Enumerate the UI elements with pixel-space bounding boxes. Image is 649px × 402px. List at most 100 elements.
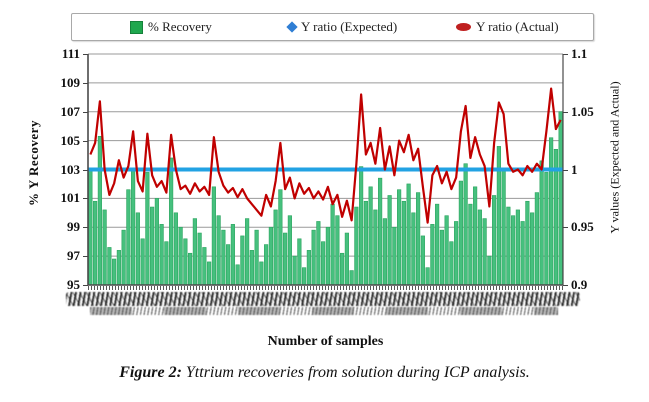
left-axis-tick-label: 103 bbox=[60, 161, 81, 177]
recovery-bar bbox=[221, 229, 226, 286]
recovery-bar bbox=[264, 244, 269, 286]
chart-legend: % Recovery Y ratio (Expected) Y ratio (A… bbox=[71, 13, 594, 41]
recovery-bar bbox=[368, 186, 373, 286]
recovery-bar bbox=[496, 146, 501, 286]
recovery-bar bbox=[382, 218, 387, 286]
recovery-bar bbox=[430, 224, 435, 286]
recovery-bar bbox=[88, 170, 93, 286]
recovery-bar bbox=[164, 241, 169, 286]
left-tick-mark bbox=[83, 111, 88, 113]
recovery-bar bbox=[121, 229, 126, 286]
right-tick-mark bbox=[563, 54, 568, 55]
recovery-bar bbox=[544, 172, 549, 286]
recovery-bar bbox=[359, 166, 364, 286]
left-tick-mark bbox=[83, 82, 88, 84]
recovery-bar bbox=[511, 215, 516, 286]
recovery-bar bbox=[492, 195, 497, 286]
right-axis-tick-label: 1.05 bbox=[571, 103, 594, 119]
recovery-bar bbox=[283, 232, 288, 286]
recovery-bar bbox=[363, 200, 368, 286]
recovery-bar bbox=[197, 232, 202, 286]
right-axis-tick-label: 0.9 bbox=[571, 277, 588, 292]
x-axis-title: Number of samples bbox=[267, 334, 384, 349]
recovery-bar bbox=[150, 206, 155, 286]
recovery-bar bbox=[349, 270, 354, 286]
recovery-bar bbox=[406, 183, 411, 286]
right-tick-mark bbox=[563, 227, 568, 229]
recovery-bar bbox=[287, 215, 292, 286]
recovery-bar bbox=[458, 180, 463, 286]
recovery-bar bbox=[558, 111, 563, 286]
left-axis-tick-label: 105 bbox=[60, 132, 81, 148]
recovery-bar bbox=[131, 170, 136, 286]
recovery-bar bbox=[420, 235, 425, 286]
recovery-bar bbox=[188, 252, 193, 286]
recovery-bar bbox=[249, 250, 254, 286]
recovery-bar bbox=[159, 224, 164, 286]
recovery-bar bbox=[520, 221, 525, 286]
recovery-bar bbox=[192, 218, 197, 286]
left-tick-mark bbox=[83, 256, 88, 258]
recovery-bar bbox=[325, 226, 330, 286]
recovery-bar bbox=[416, 192, 421, 286]
recovery-bar bbox=[102, 209, 107, 286]
recovery-bar bbox=[311, 229, 316, 286]
recovery-bar bbox=[135, 212, 140, 286]
recovery-bar bbox=[292, 255, 297, 286]
recovery-bar bbox=[145, 172, 150, 286]
recovery-bar bbox=[411, 212, 416, 286]
recovery-bar bbox=[216, 215, 221, 286]
left-axis-tick-label: 95 bbox=[67, 277, 80, 292]
recovery-bar bbox=[501, 169, 506, 286]
x-tick-labels-illegible-2 bbox=[90, 307, 558, 315]
bar-series-marker-icon bbox=[130, 20, 143, 34]
recovery-bar bbox=[397, 189, 402, 286]
recovery-bar bbox=[112, 258, 117, 286]
recovery-bar bbox=[93, 200, 98, 286]
recovery-bar bbox=[444, 215, 449, 286]
recovery-bar bbox=[97, 135, 102, 286]
left-tick-mark bbox=[83, 140, 88, 142]
legend-label: % Recovery bbox=[148, 19, 212, 34]
recovery-bar bbox=[273, 209, 278, 286]
left-axis-title: % Y Recovery bbox=[26, 120, 41, 206]
recovery-bar bbox=[183, 238, 188, 286]
recovery-bar bbox=[126, 189, 131, 286]
recovery-bar bbox=[245, 218, 250, 286]
left-axis-tick-label: 101 bbox=[60, 190, 81, 206]
recovery-bar bbox=[354, 206, 359, 286]
left-tick-mark bbox=[83, 285, 88, 286]
figure-caption-text: Yttrium recoveries from solution during … bbox=[181, 364, 530, 381]
x-tick-labels-illegible bbox=[66, 292, 580, 306]
recovery-bar bbox=[373, 209, 378, 286]
left-tick-mark bbox=[83, 198, 88, 200]
left-axis-tick-label: 109 bbox=[60, 74, 81, 90]
recovery-bar bbox=[487, 255, 492, 286]
recovery-bar bbox=[226, 244, 231, 286]
diamond-marker-icon bbox=[286, 21, 298, 33]
right-axis-title: Y values (Expected and Actual) bbox=[607, 81, 622, 234]
recovery-bar bbox=[207, 261, 212, 286]
recovery-bar bbox=[515, 209, 520, 286]
recovery-bar bbox=[539, 160, 544, 286]
left-tick-mark bbox=[83, 54, 88, 55]
recovery-bar bbox=[321, 241, 326, 286]
recovery-bar bbox=[254, 229, 259, 286]
left-axis-tick-label: 97 bbox=[67, 248, 80, 264]
right-axis-tick-label: 1.1 bbox=[571, 46, 588, 61]
recovery-bar bbox=[107, 247, 112, 286]
right-axis-tick-label: 0.95 bbox=[571, 219, 594, 235]
x-tick-marks bbox=[88, 286, 563, 290]
plot-svg bbox=[87, 53, 564, 286]
recovery-bar bbox=[302, 267, 307, 286]
left-axis-tick-label: 107 bbox=[60, 103, 81, 119]
recovery-bar bbox=[116, 250, 121, 286]
oval-marker-icon bbox=[456, 23, 471, 31]
left-tick-mark bbox=[83, 169, 88, 171]
left-axis-tick-label: 99 bbox=[67, 219, 80, 235]
recovery-bar bbox=[477, 209, 482, 286]
recovery-bar bbox=[335, 215, 340, 286]
recovery-bar bbox=[268, 226, 273, 286]
recovery-bar bbox=[468, 203, 473, 286]
left-axis-tick-label: 111 bbox=[61, 46, 80, 61]
